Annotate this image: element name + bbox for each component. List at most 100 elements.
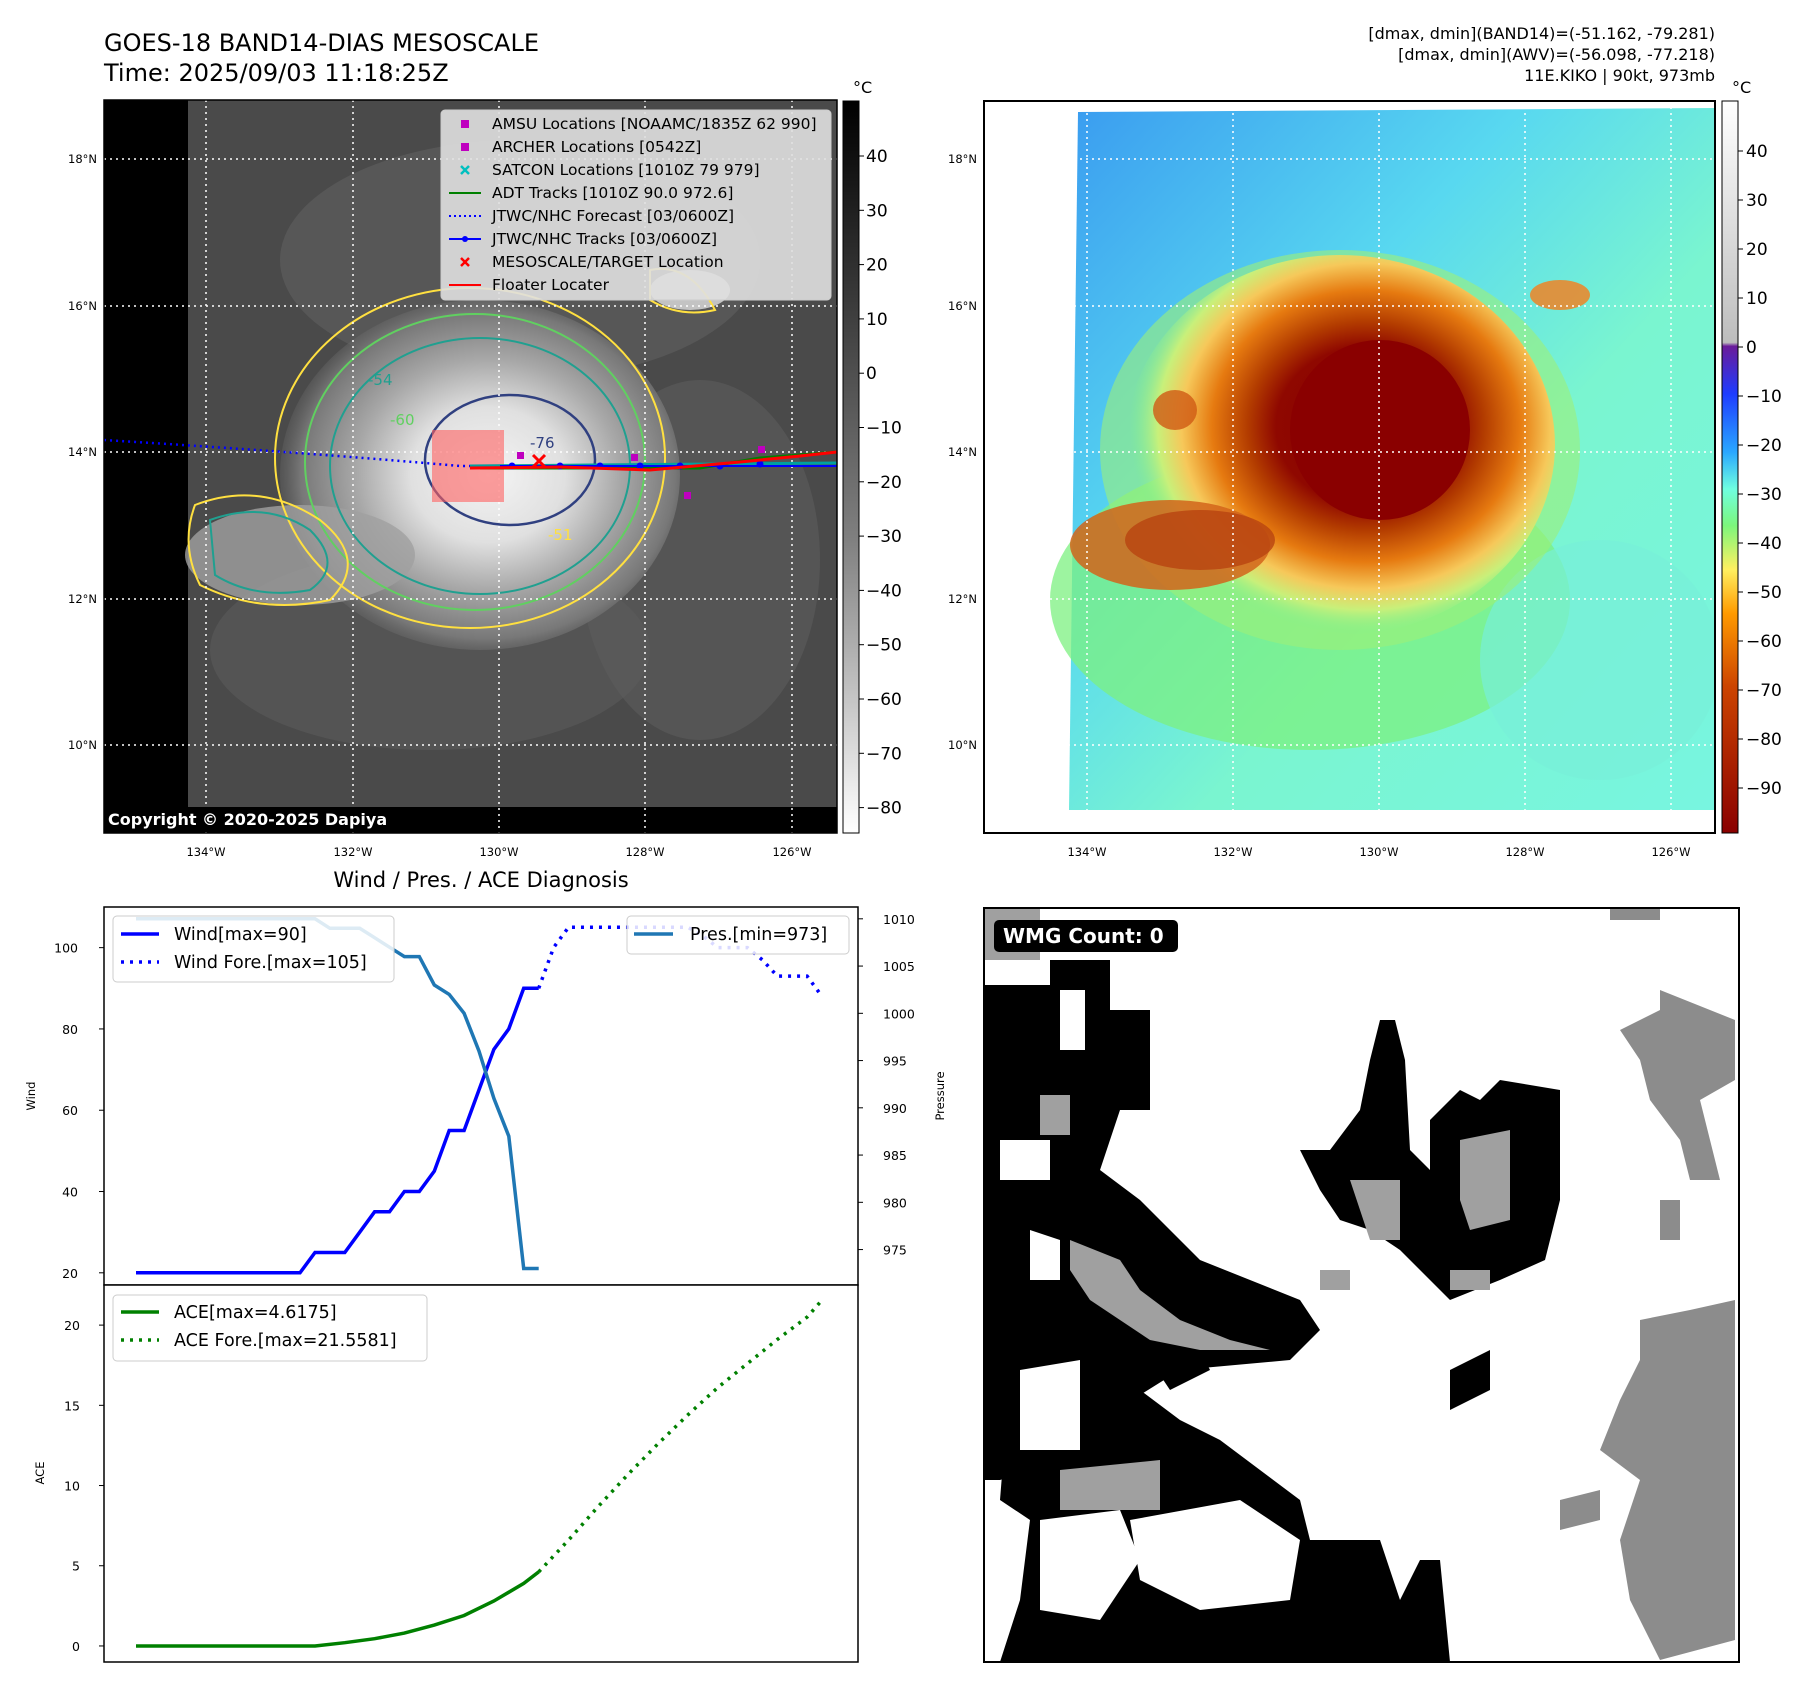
legend-label-4: JTWC/NHC Forecast [03/0600Z] [491,207,734,225]
ace-chart: ACE 0 5 10 15 20 ACE[max=4.6175] ACE Fore.[m… [33,1284,859,1663]
legend-pressure-label: Pres.[min=973] [690,925,827,945]
lon-label-134: 134°W [186,845,225,859]
legend-label-6: MESOSCALE/TARGET Location [492,253,724,271]
map-legend: AMSU Locations [NOAAMC/1835Z 62 990] ARCH… [440,109,832,301]
contour-label-4: -51 [548,526,573,544]
pressure-axis-label: Pressure [933,1071,947,1120]
color-lat-label-18: 18°N [948,152,977,166]
gray-tick-label-0: 40 [866,147,888,167]
colorbar-gray: °C 40 30 20 10 0 −10 −20 −30 −40 −50 −60 −70 −80 [842,78,902,834]
gray-tick-label-12: −80 [866,799,902,819]
color-tick-label-0: 40 [1746,142,1768,162]
ace-axis-label: ACE [33,1462,47,1485]
gray-tick-label-11: −70 [866,744,902,764]
ace-tick-label-2: 10 [64,1479,80,1494]
wind-tick-label-4: 100 [54,941,78,956]
color-tick-label-4: 0 [1746,338,1757,358]
colorbar-color-unit: °C [1732,78,1751,97]
lat-label-10: 10°N [68,738,97,752]
color-lon-label-130: 130°W [1359,845,1398,859]
colorbar-color: °C 40 30 20 10 0 −10 −20 −30 −40 −50 −60 −70 −80 −90 [1721,78,1782,834]
wind-tick-label-0: 20 [62,1266,78,1281]
color-tick-label-12: −80 [1746,730,1782,750]
gray-tick-label-10: −60 [866,690,902,710]
gray-tick-label-9: −50 [866,636,902,656]
color-tick-label-2: 20 [1746,240,1768,260]
legend-marker-0 [461,120,469,128]
colorbar-gray-bar [842,100,860,834]
color-map-panel: 18°N 16°N 14°N 12°N 10°N 134°W 132°W 130… [948,100,1716,859]
legend-ace-label: ACE[max=4.6175] [174,1303,337,1323]
color-lat-label-12: 12°N [948,592,977,606]
pres-tick-label-2: 985 [883,1148,907,1163]
legend-label-7: Floater Locater [492,276,610,294]
gray-tick-label-1: 30 [866,201,888,221]
legend-label-5: JTWC/NHC Tracks [03/0600Z] [491,230,717,248]
contour-navy [423,393,597,527]
color-tick-label-7: −30 [1746,485,1782,505]
legend-label-1: ARCHER Locations [0542Z] [492,138,701,156]
wmg-count-label: WMG Count: 0 [1003,924,1164,948]
pres-tick-label-7: 1010 [883,912,915,927]
wmg-frame [983,907,1740,1663]
color-lat-label-16: 16°N [948,299,977,313]
color-lon-label-132: 132°W [1213,845,1252,859]
color-lon-label-134: 134°W [1067,845,1106,859]
lat-label-12: 12°N [68,592,97,606]
colorbar-gray-unit: °C [853,78,872,97]
ace-series-0 [136,1570,540,1648]
legend-label-2: SATCON Locations [1010Z 79 979] [492,161,760,179]
legend-wind-fore-label: Wind Fore.[max=105] [174,953,367,973]
legend-label-0: AMSU Locations [NOAAMC/1835Z 62 990] [492,115,817,133]
target-marker [531,453,547,469]
lon-label-132: 132°W [333,845,372,859]
colorbar-color-bar [1721,100,1739,834]
pressure-legend: Pres.[min=973] [626,915,850,955]
lat-label-18: 18°N [68,152,97,166]
gray-tick-label-6: −20 [866,473,902,493]
ace-legend: ACE[max=4.6175] ACE Fore.[max=21.5581] [112,1294,428,1362]
legend-marker-1 [461,143,469,151]
color-map-frame [983,100,1716,834]
lon-label-128: 128°W [625,845,664,859]
figure-title: GOES-18 BAND14-DIAS MESOSCALE [104,29,539,57]
pres-tick-label-6: 1005 [883,959,915,974]
info-band14: [dmax, dmin](BAND14)=(-51.162, -79.281) [1368,24,1715,43]
wmg-count-badge [994,920,1178,952]
contour-label-2: -60 [390,411,415,429]
legend-marker-dot-5 [462,236,468,242]
wind-pressure-chart: Wind / Pres. / ACE Diagnosis Wind Pressu… [24,868,947,1286]
lat-label-14: 14°N [68,445,97,459]
color-tick-label-6: −20 [1746,436,1782,456]
ace-tick-label-1: 5 [72,1559,80,1574]
ace-tick-label-4: 20 [64,1318,80,1333]
copyright-label: Copyright © 2020-2025 Dapiya [108,810,387,829]
gray-tick-label-4: 0 [866,364,877,384]
info-storm: 11E.KIKO | 90kt, 973mb [1524,66,1715,85]
ir-map-panel: -54 -60 -76 -51 [68,99,838,859]
legend-marker-2 [460,165,470,175]
wmg-white-holes [1000,990,1300,1620]
color-lat-label-14: 14°N [948,445,977,459]
wind-series-0 [136,986,539,1275]
lon-label-130: 130°W [479,845,518,859]
pres-tick-label-1: 980 [883,1195,907,1210]
legend-marker-6 [460,257,470,267]
ace-series-1 [537,1298,824,1574]
legend-wind-label: Wind[max=90] [174,925,307,945]
wind-axis-label: Wind [24,1082,38,1111]
gray-tick-label-2: 20 [866,256,888,276]
wmg-panel: WMG Count: 0 [983,907,1740,1663]
ace-tick-label-0: 0 [72,1639,80,1654]
color-lat-label-10: 10°N [948,738,977,752]
color-tick-label-3: 10 [1746,289,1768,309]
legend-label-3: ADT Tracks [1010Z 90.0 972.6] [492,184,733,202]
color-tick-label-11: −70 [1746,681,1782,701]
gray-tick-label-5: −10 [866,419,902,439]
color-tick-label-10: −60 [1746,632,1782,652]
color-tick-label-13: −90 [1746,779,1782,799]
color-tick-label-8: −40 [1746,534,1782,554]
contour-label-3: -76 [530,434,555,452]
contour-label-1: -54 [368,371,393,389]
